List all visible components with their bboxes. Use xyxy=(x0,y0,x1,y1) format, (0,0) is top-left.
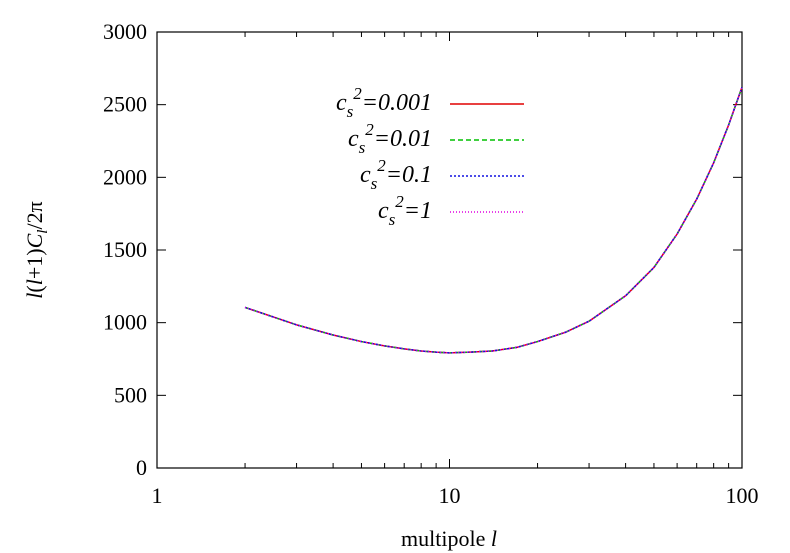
x-axis-ticks: 1 10 100 xyxy=(152,32,759,508)
y-tick-label: 3000 xyxy=(103,19,147,44)
y-tick-label: 1500 xyxy=(103,237,147,262)
series-line-0 xyxy=(244,86,743,354)
legend-label-2: cs2=0.1 xyxy=(360,156,432,193)
y-axis-title: l(l+1)Cl/2π xyxy=(22,201,51,298)
series-line-3 xyxy=(244,86,743,354)
x-tick-label: 1 xyxy=(152,483,163,508)
plot-frame xyxy=(156,31,743,469)
x-tick-label: 100 xyxy=(726,483,759,508)
legend-label-0: cs2=0.001 xyxy=(336,84,432,121)
series-line-2 xyxy=(244,86,743,354)
y-tick-label: 500 xyxy=(114,382,147,407)
legend-label-1: cs2=0.01 xyxy=(348,120,432,157)
series-line-1 xyxy=(244,86,743,354)
y-tick-label: 0 xyxy=(136,455,147,480)
x-axis-title: multipole l xyxy=(401,526,497,551)
y-tick-label: 1000 xyxy=(103,310,147,335)
y-axis-ticks: 0 500 1000 1500 2000 2500 3000 xyxy=(103,19,742,480)
y-tick-label: 2500 xyxy=(103,92,147,117)
legend-label-3: cs2=1 xyxy=(378,192,432,229)
series-lines xyxy=(244,86,743,354)
x-tick-label: 10 xyxy=(439,483,461,508)
y-tick-label: 2000 xyxy=(103,164,147,189)
